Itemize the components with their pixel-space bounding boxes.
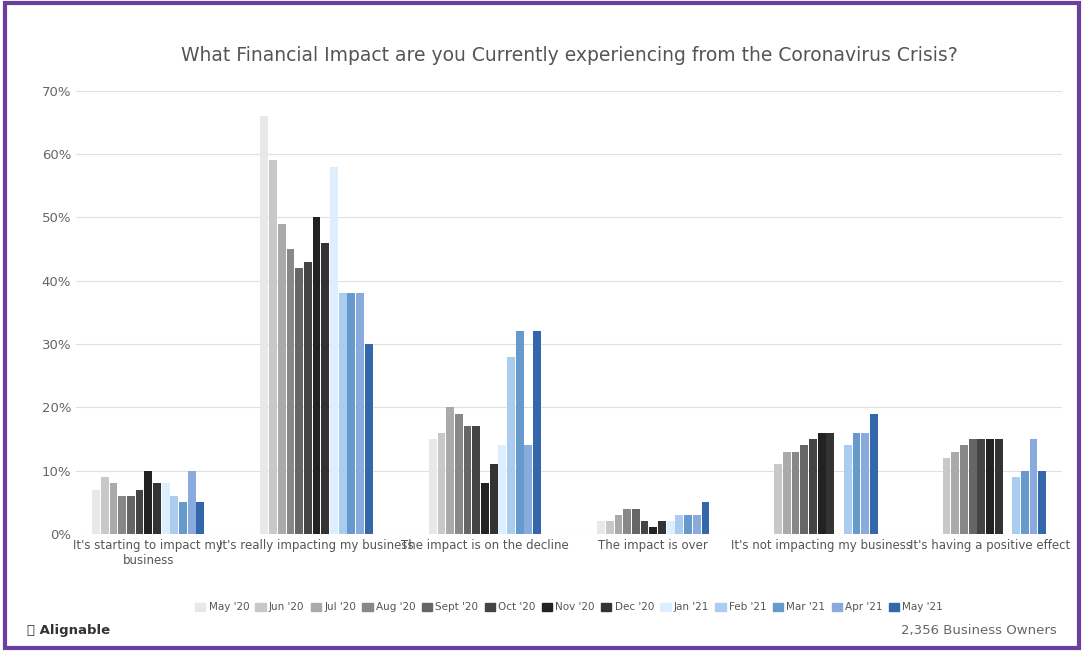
Bar [632,508,640,534]
Bar [995,439,1003,534]
Bar [499,445,506,534]
Legend: May '20, Jun '20, Jul '20, Aug '20, Sept '20, Oct '20, Nov '20, Dec '20, Jan '21: May '20, Jun '20, Jul '20, Aug '20, Sept… [191,598,947,616]
Bar [260,116,269,534]
Bar [1012,477,1020,534]
Bar [783,452,790,534]
Bar [455,413,463,534]
Bar [1021,471,1029,534]
Bar [109,483,117,534]
Bar [429,439,437,534]
Bar [338,294,347,534]
Bar [188,471,195,534]
Bar [969,439,977,534]
Bar [960,445,968,534]
Bar [295,268,304,534]
Title: What Financial Impact are you Currently experiencing from the Coronavirus Crisis: What Financial Impact are you Currently … [181,46,957,66]
Bar [774,464,782,534]
Bar [304,262,312,534]
Text: 2,356 Business Owners: 2,356 Business Owners [901,624,1057,637]
Bar [118,496,126,534]
Bar [675,515,683,534]
Bar [861,432,869,534]
Bar [330,167,338,534]
Bar [162,483,169,534]
Bar [623,508,631,534]
Bar [196,502,204,534]
Bar [127,496,134,534]
Bar [597,521,605,534]
Bar [144,471,152,534]
Bar [438,432,446,534]
Bar [286,249,295,534]
Bar [348,294,356,534]
Bar [952,452,959,534]
Bar [943,458,951,534]
Bar [473,426,480,534]
Bar [533,331,541,534]
Bar [869,413,878,534]
Bar [852,432,861,534]
Bar [615,515,622,534]
Bar [516,331,524,534]
Bar [490,464,498,534]
Bar [269,160,278,534]
Bar [278,224,286,534]
Bar [684,515,692,534]
Bar [978,439,985,534]
Bar [817,432,826,534]
Bar [179,502,186,534]
Bar [667,521,674,534]
Bar [312,217,321,534]
Bar [525,445,532,534]
Bar [481,483,489,534]
Bar [826,432,835,534]
Bar [321,243,330,534]
Bar [507,357,515,534]
Bar [649,527,657,534]
Bar [843,445,852,534]
Bar [791,452,800,534]
Bar [92,490,100,534]
Bar [701,502,709,534]
Bar [658,521,666,534]
Bar [447,408,454,534]
Bar [153,483,160,534]
Bar [693,515,700,534]
Bar [1030,439,1037,534]
Bar [170,496,178,534]
Bar [641,521,648,534]
Bar [365,344,373,534]
Bar [101,477,108,534]
Bar [1038,471,1046,534]
Bar [606,521,614,534]
Bar [986,439,994,534]
Bar [800,445,809,534]
Bar [357,294,364,534]
Text: Ⓢ Alignable: Ⓢ Alignable [27,624,111,637]
Bar [136,490,143,534]
Bar [464,426,472,534]
Bar [809,439,817,534]
